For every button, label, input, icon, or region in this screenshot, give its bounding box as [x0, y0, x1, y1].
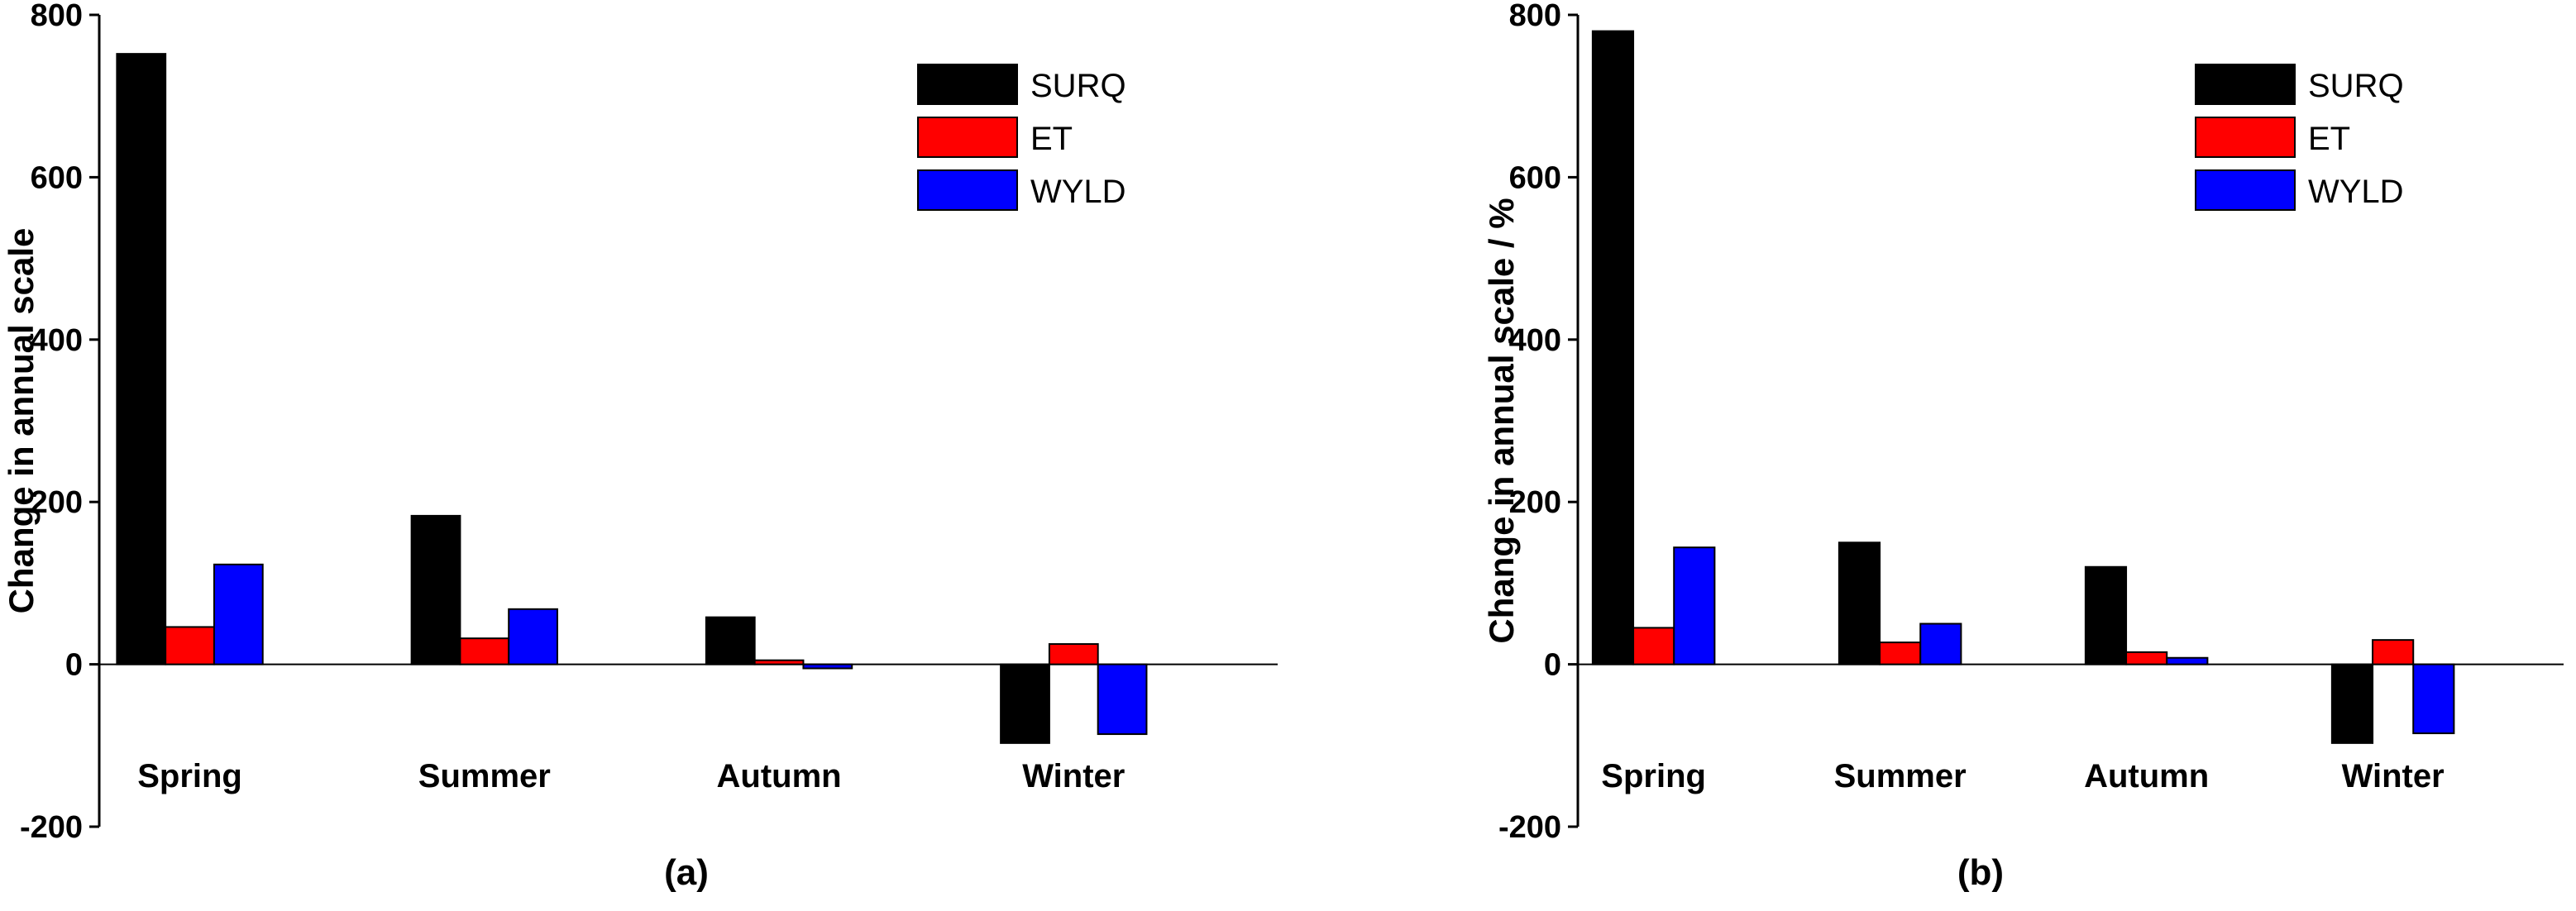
bar-et-winter: [2372, 639, 2415, 665]
y-tick-label: 0: [1544, 648, 1561, 683]
legend-swatch-surq: [917, 64, 1018, 105]
legend-label-surq: SURQ: [2308, 68, 2404, 104]
bar-et-autumn: [2125, 651, 2168, 665]
chart-a-svg: -200 0 200 400 600 800 Spring Summer Autumn Winte…: [2, 0, 1278, 893]
legend-label-et: ET: [1030, 121, 1073, 157]
legend-label-wyld: WYLD: [2308, 174, 2404, 210]
y-tick-label: 200: [1509, 485, 1561, 520]
x-tick-label: Summer: [418, 758, 551, 794]
bar-et-spring: [1632, 627, 1675, 665]
y-tick-label: -200: [1498, 810, 1561, 845]
bar-surq-autumn: [2084, 565, 2128, 665]
y-tick-label: 400: [1509, 323, 1561, 358]
x-tick-label: Spring: [1601, 758, 1706, 794]
bar-et-summer: [459, 637, 510, 665]
bar-wyld-winter: [2412, 663, 2455, 735]
x-tick-label: Winter: [2342, 758, 2445, 794]
y-tick-label: 800: [31, 0, 83, 33]
bar-et-winter: [1048, 643, 1099, 665]
x-tick-label: Winter: [1022, 758, 1125, 794]
panel-label: (a): [664, 852, 709, 893]
legend-swatch-et: [2195, 117, 2296, 158]
bar-et-summer: [1879, 642, 1922, 665]
bar-wyld-summer: [1919, 622, 1962, 665]
plot-area-b: -200 0 200 400 600 800 Spring Summer Autumn Winte…: [1482, 0, 2564, 893]
bar-et-spring: [165, 626, 215, 665]
bar-surq-spring: [116, 53, 167, 665]
legend-swatch-wyld: [2195, 169, 2296, 211]
y-tick-label: 800: [1509, 0, 1561, 33]
bar-surq-summer: [410, 514, 461, 665]
chart-panel-a: -200 0 200 400 600 800 Spring Summer Autumn Winte…: [2, 0, 1278, 893]
y-tick-label: 600: [31, 160, 83, 195]
y-axis-label: Change in annual scale / %: [1482, 198, 1521, 643]
legend-swatch-wyld: [917, 169, 1018, 211]
plot-area-a: -200 0 200 400 600 800 Spring Summer Autumn Winte…: [2, 0, 1278, 893]
bar-surq-spring: [1591, 30, 1635, 665]
legend-swatch-surq: [2195, 64, 2296, 105]
panel-label: (b): [1957, 852, 2004, 893]
chart-panel-b: -200 0 200 400 600 800 Spring Summer Autumn Winte…: [1290, 0, 2576, 911]
x-tick-label: Spring: [137, 758, 242, 794]
chart-b-svg: -200 0 200 400 600 800 Spring Summer Autumn Winte…: [1482, 0, 2564, 893]
bar-surq-winter: [2330, 663, 2374, 744]
x-tick-label: Autumn: [717, 758, 842, 794]
bar-surq-winter: [1000, 663, 1050, 744]
x-tick-label: Autumn: [2084, 758, 2209, 794]
bar-wyld-summer: [508, 608, 558, 665]
bar-wyld-autumn: [802, 663, 853, 670]
bar-surq-autumn: [705, 616, 756, 665]
legend-label-surq: SURQ: [1030, 68, 1126, 104]
legend-label-wyld: WYLD: [1030, 174, 1126, 210]
y-tick-label: -200: [20, 810, 83, 845]
bar-wyld-spring: [1673, 546, 1716, 665]
legend-label-et: ET: [2308, 121, 2350, 157]
legend-swatch-et: [917, 117, 1018, 158]
y-tick-label: 600: [1509, 160, 1561, 195]
bar-wyld-autumn: [2166, 656, 2209, 665]
y-tick-label: 200: [31, 485, 83, 520]
bar-surq-summer: [1838, 541, 1881, 665]
y-tick-label: 400: [31, 323, 83, 358]
bar-wyld-winter: [1097, 663, 1148, 736]
bar-et-autumn: [753, 659, 805, 665]
x-tick-label: Summer: [1834, 758, 1967, 794]
bar-wyld-spring: [213, 563, 264, 665]
y-tick-label: 0: [65, 648, 83, 683]
y-axis-label: Change in annual scale: [2, 228, 41, 614]
